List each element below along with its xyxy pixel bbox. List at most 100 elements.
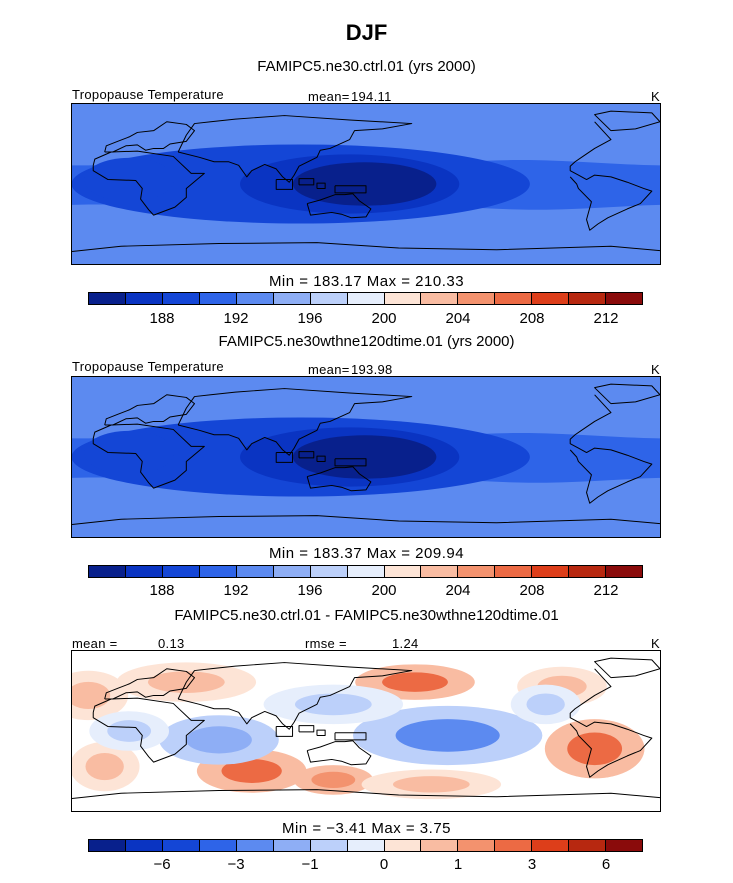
map-contour-band <box>311 771 356 789</box>
colorbar-tick-label: −6 <box>153 856 171 873</box>
coastline-americas <box>569 121 653 231</box>
colorbar-swatch <box>569 566 607 577</box>
panel-3-colorbar-ticks: −6 −3 −1 0 1 3 6 <box>0 856 733 874</box>
coastline-australia <box>306 740 372 766</box>
colorbar-swatch <box>273 566 311 577</box>
coastline-island <box>334 732 367 741</box>
colorbar-swatch <box>495 293 533 304</box>
colorbar-tick-label: 1 <box>453 856 463 873</box>
map-contour-band <box>221 759 282 783</box>
colorbar-swatch <box>495 840 533 851</box>
panel-2-title: FAMIPC5.ne30wthne120dtime.01 (yrs 2000) <box>218 333 515 350</box>
colorbar-tick-label: 192 <box>223 582 249 599</box>
map-contour-band <box>292 435 437 479</box>
colorbar-swatch <box>421 293 459 304</box>
colorbar-swatch <box>384 840 422 851</box>
colorbar-swatch <box>162 840 200 851</box>
figure-title: DJF <box>345 20 388 45</box>
colorbar-swatch <box>310 566 348 577</box>
coastline-island <box>316 455 326 462</box>
coastline-island <box>275 452 294 463</box>
colorbar-swatch <box>569 840 607 851</box>
colorbar-swatch <box>606 566 643 577</box>
coastline-australia <box>306 193 372 219</box>
colorbar-swatch <box>458 840 496 851</box>
colorbar-swatch <box>606 293 643 304</box>
colorbar-tick-label: 200 <box>371 582 397 599</box>
colorbar-swatch <box>89 840 126 851</box>
colorbar-tick-label: −3 <box>227 856 245 873</box>
coastline-island <box>298 451 315 459</box>
coastline-africa <box>92 423 205 489</box>
colorbar-tick-label: 6 <box>601 856 611 873</box>
map-contour-band <box>567 732 623 766</box>
panel-3-mean-label: mean = <box>72 636 118 651</box>
colorbar-swatch <box>89 566 126 577</box>
panel-2-mean-label: mean= <box>308 362 350 377</box>
panel-2-mean-value: 193.98 <box>351 362 393 377</box>
panel-2-map <box>71 376 661 538</box>
coastline-island <box>298 725 315 733</box>
coastline-europe <box>104 394 195 426</box>
colorbar-swatch <box>199 293 237 304</box>
colorbar-swatch <box>310 840 348 851</box>
coastline-greenland <box>594 383 660 405</box>
colorbar-swatch <box>532 293 570 304</box>
panel-3-map <box>71 650 661 812</box>
colorbar-tick-label: 200 <box>371 310 397 327</box>
coastline-antarctica <box>72 242 660 253</box>
map-contour-band <box>382 672 448 692</box>
coastline-antarctica <box>72 789 660 800</box>
colorbar-swatch <box>458 293 496 304</box>
panel-3-min-max: Min = −3.41 Max = 3.75 <box>281 820 451 837</box>
colorbar-swatch <box>236 566 274 577</box>
map-contour-band <box>292 162 437 206</box>
map-contour-band <box>186 726 252 754</box>
coastline-island <box>334 185 367 194</box>
colorbar-tick-label: 212 <box>593 582 619 599</box>
panel-2-min-max: Min = 183.37 Max = 209.94 <box>268 545 465 562</box>
colorbar-swatch <box>310 293 348 304</box>
colorbar-tick-label: −1 <box>301 856 319 873</box>
coastline-europe <box>104 121 195 153</box>
map-contour-band <box>395 719 500 752</box>
colorbar-tick-label: 3 <box>527 856 537 873</box>
map-contour-band <box>84 430 175 475</box>
panel-3-mean-value: 0.13 <box>158 636 185 651</box>
colorbar-swatch <box>421 566 459 577</box>
colorbar-swatch <box>606 840 643 851</box>
colorbar-swatch <box>89 293 126 304</box>
map-contour-band <box>84 157 175 202</box>
coastline-antarctica <box>72 515 660 526</box>
colorbar-tick-label: 212 <box>593 310 619 327</box>
coastline-asia <box>177 115 413 183</box>
colorbar-tick-label: 208 <box>519 582 545 599</box>
colorbar-swatch <box>458 566 496 577</box>
coastline-island <box>316 182 326 189</box>
colorbar-tick-label: 204 <box>445 310 471 327</box>
colorbar-tick-label: 196 <box>297 582 323 599</box>
colorbar-swatch <box>236 840 274 851</box>
panel-3-units: K <box>651 636 660 651</box>
coastline-greenland <box>594 110 660 132</box>
panel-1-mean-value: 194.11 <box>351 89 392 104</box>
panel-1-colorbar-ticks: 188 192 196 200 204 208 212 <box>0 310 733 328</box>
colorbar-swatch <box>532 840 570 851</box>
panel-3-rmse-label: rmse = <box>305 636 347 651</box>
colorbar-swatch <box>236 293 274 304</box>
coastline-island <box>275 726 294 737</box>
colorbar-swatch <box>421 840 459 851</box>
panel-2-field-label: Tropopause Temperature <box>72 359 224 374</box>
colorbar-swatch <box>162 566 200 577</box>
panel-1-mean-label: mean= <box>308 89 350 104</box>
colorbar-tick-label: 204 <box>445 582 471 599</box>
coastline-island <box>316 729 326 736</box>
colorbar-swatch <box>125 840 163 851</box>
map-contour-band <box>85 752 124 781</box>
coastline-europe <box>104 668 195 700</box>
panel-2-colorbar-ticks: 188 192 196 200 204 208 212 <box>0 582 733 600</box>
map-contour-band <box>392 776 470 793</box>
panel-1-field-label: Tropopause Temperature <box>72 87 224 102</box>
coastline-greenland <box>594 657 660 679</box>
colorbar-tick-label: 196 <box>297 310 323 327</box>
